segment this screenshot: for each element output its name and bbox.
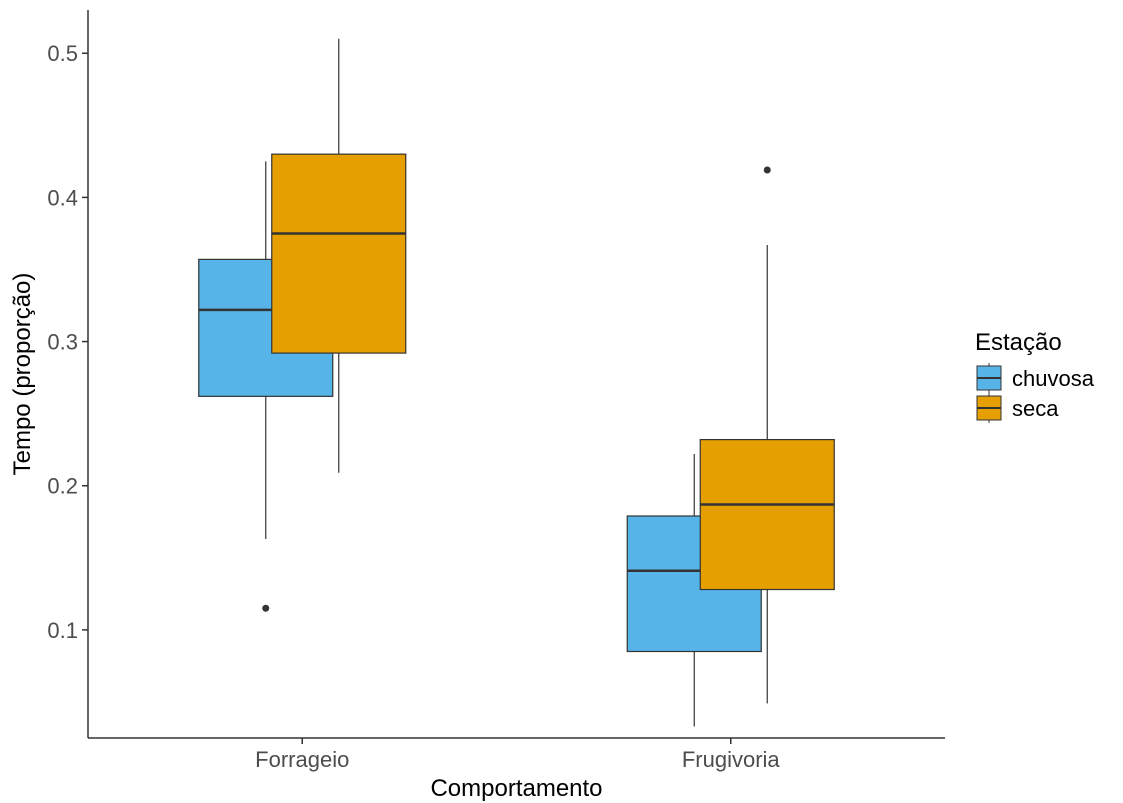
y-ticks: 0.1 0.2 0.3 0.4 0.5 (47, 41, 88, 643)
y-tick-label: 0.3 (47, 330, 78, 355)
y-tick-label: 0.5 (47, 41, 78, 66)
legend-label-chuvosa: chuvosa (1012, 366, 1095, 391)
y-tick-label: 0.2 (47, 474, 78, 499)
box-iqr (271, 153, 407, 354)
y-tick-label: 0.1 (47, 618, 78, 643)
boxes (198, 38, 835, 727)
x-ticks: Forrageio Frugivoria (255, 738, 780, 772)
legend-title: Estação (975, 329, 1062, 356)
x-tick-label: Frugivoria (682, 747, 781, 772)
box-seca-frugivoria (699, 166, 835, 704)
box-iqr (699, 438, 835, 591)
box-seca-forrageio (271, 38, 407, 473)
x-axis-title: Comportamento (430, 775, 602, 802)
outlier-point (763, 166, 771, 174)
outlier-point (262, 604, 270, 612)
y-tick-label: 0.4 (47, 185, 78, 210)
axes (87, 10, 945, 739)
legend-label-seca: seca (1012, 396, 1059, 421)
x-tick-label: Forrageio (255, 747, 349, 772)
y-axis-title: Tempo (proporção) (9, 273, 36, 476)
legend: Estação chuvosa seca (975, 329, 1095, 423)
